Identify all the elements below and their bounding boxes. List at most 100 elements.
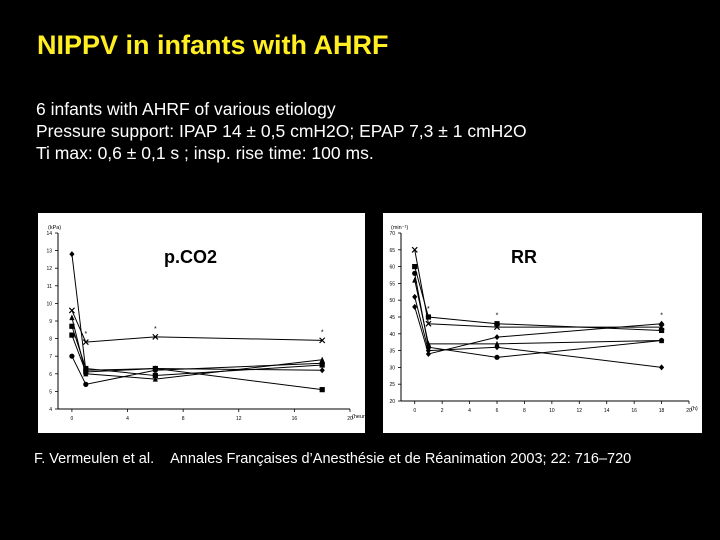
- data-point: [412, 270, 418, 276]
- data-point: [82, 339, 89, 346]
- data-point: [69, 353, 75, 359]
- significance-marker: *: [84, 331, 87, 338]
- rr-chart-title: RR: [511, 247, 537, 267]
- data-point: [494, 354, 500, 360]
- y-tick-label: 25: [389, 382, 395, 388]
- y-tick-label: 12: [46, 266, 52, 272]
- body-line-3: Ti max: 0,6 ± 0,1 s ; insp. rise time: 1…: [36, 143, 374, 163]
- data-point: [319, 367, 325, 374]
- series-line: [71, 317, 323, 380]
- series-1: [411, 246, 665, 331]
- y-tick-label: 4: [49, 407, 52, 413]
- y-tick-label: 55: [389, 281, 395, 287]
- x-tick-label: 16: [631, 408, 637, 414]
- series-line: [414, 296, 662, 368]
- series-line: [71, 355, 323, 385]
- data-point: [412, 264, 418, 270]
- series-line: [414, 306, 662, 355]
- data-point: [83, 369, 89, 375]
- pco2-chart-panel: 4 5 6 7 8 9 10 11 12 13 14 0 4 8 12 16 20 (kPa) (heures) * *…: [38, 213, 365, 433]
- data-point: [319, 360, 325, 366]
- y-tick-label: 60: [389, 265, 395, 271]
- slide-body: 6 infants with AHRF of various etiology …: [36, 98, 527, 164]
- rr-chart-panel: 20 25 30 35 40 45 50 55 60 65 70 0 2 4 6 8 10 12 14 16 18 20(…: [383, 213, 702, 433]
- significance-marker: *: [496, 313, 499, 320]
- series-4: [412, 276, 665, 347]
- x-tick-label: 8: [182, 416, 185, 422]
- series-line: [414, 273, 662, 358]
- body-line-1: 6 infants with AHRF of various etiology: [36, 99, 336, 119]
- series-5: [69, 332, 325, 393]
- series-1: [69, 251, 325, 374]
- series-line: [71, 326, 323, 377]
- data-point: [658, 337, 665, 344]
- y-tick-label: 14: [46, 231, 52, 237]
- y-tick-label: 40: [389, 332, 395, 338]
- citation-source: Annales Françaises d’Anesthésie et de Ré…: [170, 451, 632, 467]
- data-point: [83, 381, 89, 387]
- y-tick-label: 13: [46, 249, 52, 255]
- y-tick-label: 65: [389, 248, 395, 254]
- data-point: [425, 320, 432, 327]
- y-tick-label: 30: [389, 365, 395, 371]
- x-tick-label: 12: [577, 408, 583, 414]
- data-point: [69, 332, 75, 338]
- x-tick-label: 20: [686, 408, 692, 414]
- significance-marker: *: [427, 306, 430, 313]
- data-point: [425, 314, 432, 320]
- series-5: [412, 293, 665, 371]
- data-point: [83, 365, 89, 372]
- series-6: [69, 353, 325, 387]
- x-tick-label: 2: [441, 408, 444, 414]
- y-tick-label: 70: [389, 231, 395, 237]
- y-tick-label: 50: [389, 298, 395, 304]
- slide-title: NIPPV in infants with AHRF: [37, 30, 389, 60]
- y-tick-label: 5: [49, 389, 52, 395]
- x-tick-label: 18: [659, 408, 665, 414]
- data-point: [152, 333, 159, 340]
- y-tick-label: 20: [389, 399, 395, 405]
- series-2: [412, 264, 665, 334]
- body-line-2: Pressure support: IPAP 14 ± 0,5 cmH2O; E…: [36, 121, 527, 141]
- data-point: [412, 293, 418, 300]
- series-line: [71, 310, 323, 343]
- data-point: [494, 334, 500, 341]
- x-tick-label: 10: [549, 408, 555, 414]
- data-point: [152, 372, 158, 379]
- x-tick-label: 12: [236, 416, 242, 422]
- series-line: [71, 334, 323, 391]
- data-point: [411, 246, 418, 253]
- pco2-chart-title: p.CO2: [164, 247, 218, 267]
- y-axis-label: (kPa): [48, 225, 61, 231]
- data-point: [494, 321, 500, 327]
- x-tick-label: 4: [468, 408, 471, 414]
- pco2-chart: 4 5 6 7 8 9 10 11 12 13 14 0 4 8 12 16 20 (kPa) (heures) * *…: [46, 225, 365, 422]
- data-point: [412, 303, 418, 310]
- x-tick-label: 0: [71, 416, 74, 422]
- data-point: [658, 320, 665, 327]
- y-tick-label: 45: [389, 315, 395, 321]
- data-point: [68, 307, 75, 314]
- x-axis-label: (heures): [352, 414, 365, 420]
- x-tick-label: 14: [604, 408, 610, 414]
- series-3: [412, 270, 665, 360]
- x-axis-label: (h): [691, 406, 698, 412]
- y-tick-label: 6: [49, 372, 52, 378]
- data-point: [658, 327, 665, 334]
- data-point: [152, 375, 158, 382]
- y-tick-label: 7: [49, 354, 52, 360]
- data-point: [69, 323, 75, 329]
- y-tick-label: 11: [47, 284, 52, 290]
- significance-marker: *: [154, 326, 157, 333]
- x-tick-label: 20: [347, 416, 353, 422]
- y-tick-label: 9: [49, 319, 52, 325]
- data-point: [412, 276, 418, 283]
- series-3: [69, 314, 325, 382]
- y-tick-label: 8: [49, 337, 52, 343]
- data-point: [494, 340, 500, 347]
- y-tick-label: 35: [389, 349, 395, 355]
- data-point: [319, 337, 326, 344]
- series-2: [68, 307, 326, 346]
- data-point: [425, 350, 432, 357]
